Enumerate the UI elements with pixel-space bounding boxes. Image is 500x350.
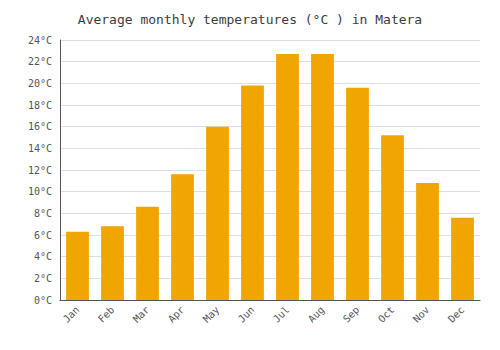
svg-text:2°C: 2°C: [34, 273, 52, 284]
svg-text:16°C: 16°C: [28, 121, 52, 132]
svg-text:0°C: 0°C: [34, 295, 52, 306]
svg-text:Average monthly temperatures (: Average monthly temperatures (°C ) in Ma…: [78, 12, 422, 27]
svg-text:18°C: 18°C: [28, 100, 52, 111]
svg-text:Feb: Feb: [96, 304, 117, 325]
svg-text:Sep: Sep: [341, 304, 362, 325]
svg-text:14°C: 14°C: [28, 143, 52, 154]
svg-text:20°C: 20°C: [28, 78, 52, 89]
svg-text:Dec: Dec: [446, 304, 467, 325]
svg-text:22°C: 22°C: [28, 56, 52, 67]
svg-text:Oct: Oct: [376, 304, 397, 325]
svg-text:6°C: 6°C: [34, 230, 52, 241]
svg-text:Aug: Aug: [306, 304, 327, 325]
svg-text:12°C: 12°C: [28, 165, 52, 176]
svg-text:Mar: Mar: [131, 304, 152, 325]
svg-text:8°C: 8°C: [34, 208, 52, 219]
svg-text:Nov: Nov: [411, 304, 432, 325]
svg-text:4°C: 4°C: [34, 251, 52, 262]
svg-text:10°C: 10°C: [28, 186, 52, 197]
svg-text:Jan: Jan: [61, 304, 82, 325]
svg-text:Jun: Jun: [236, 304, 257, 325]
svg-text:Jul: Jul: [271, 304, 292, 325]
svg-text:Apr: Apr: [166, 304, 187, 325]
svg-text:May: May: [201, 304, 222, 325]
svg-text:24°C: 24°C: [28, 35, 52, 46]
